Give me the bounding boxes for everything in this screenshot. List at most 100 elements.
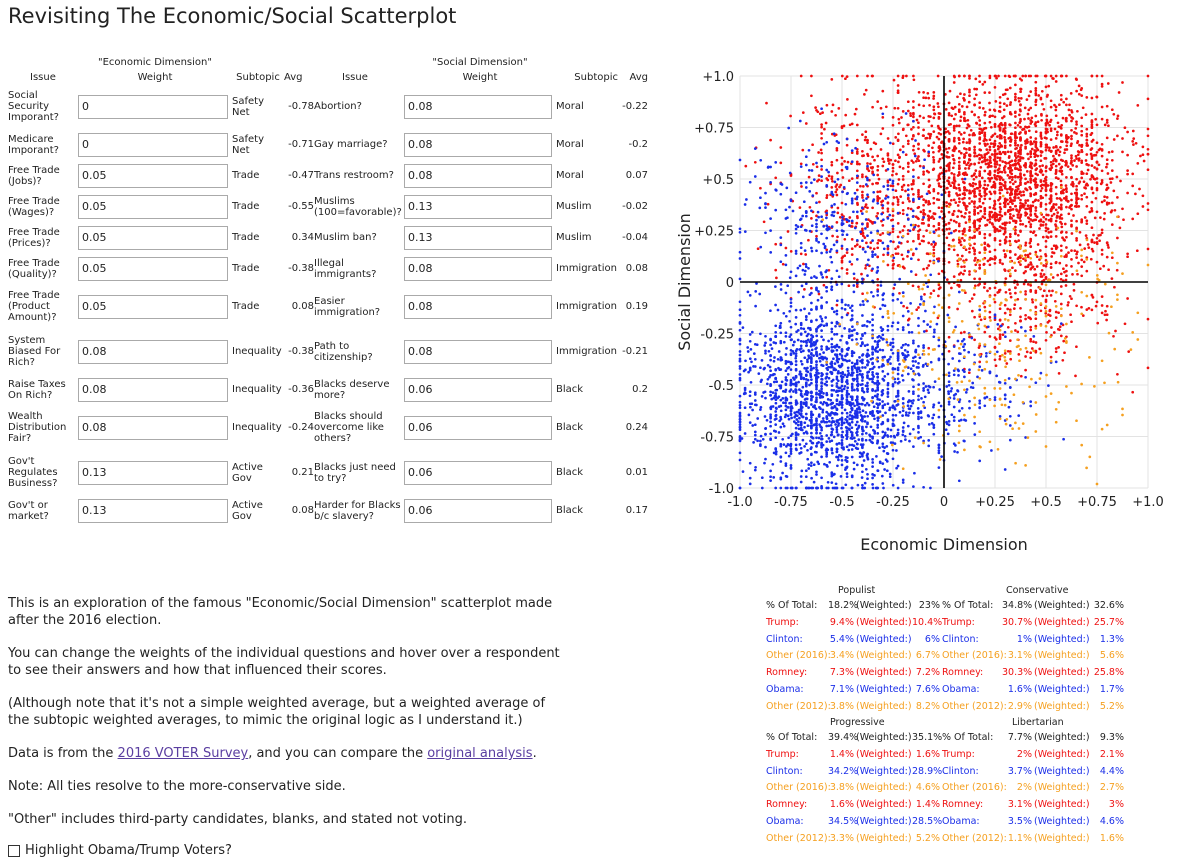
- respondent-point[interactable]: [784, 359, 788, 363]
- respondent-point[interactable]: [1060, 169, 1064, 173]
- respondent-point[interactable]: [1008, 339, 1012, 342]
- respondent-point[interactable]: [968, 94, 971, 98]
- respondent-point[interactable]: [958, 166, 961, 170]
- respondent-point[interactable]: [829, 398, 833, 402]
- respondent-point[interactable]: [748, 461, 752, 465]
- respondent-point[interactable]: [964, 258, 968, 262]
- respondent-point[interactable]: [948, 132, 951, 135]
- respondent-point[interactable]: [1009, 138, 1013, 142]
- respondent-point[interactable]: [967, 157, 971, 161]
- respondent-point[interactable]: [855, 407, 859, 411]
- respondent-point[interactable]: [953, 105, 957, 109]
- respondent-point[interactable]: [959, 243, 963, 247]
- respondent-point[interactable]: [1146, 247, 1150, 251]
- respondent-point[interactable]: [799, 252, 803, 256]
- respondent-point[interactable]: [1105, 165, 1108, 169]
- respondent-point[interactable]: [996, 135, 999, 138]
- respondent-point[interactable]: [952, 397, 956, 400]
- respondent-point[interactable]: [861, 402, 864, 406]
- respondent-point[interactable]: [778, 419, 782, 423]
- respondent-point[interactable]: [973, 220, 976, 224]
- respondent-point[interactable]: [1029, 210, 1033, 213]
- respondent-point[interactable]: [1008, 209, 1012, 212]
- respondent-point[interactable]: [1019, 103, 1022, 107]
- respondent-point[interactable]: [876, 469, 880, 472]
- respondent-point[interactable]: [983, 80, 987, 84]
- respondent-point[interactable]: [1049, 198, 1053, 202]
- respondent-point[interactable]: [906, 139, 910, 143]
- respondent-point[interactable]: [830, 427, 834, 431]
- respondent-point[interactable]: [861, 361, 864, 365]
- respondent-point[interactable]: [1134, 192, 1137, 196]
- respondent-point[interactable]: [906, 343, 910, 347]
- respondent-point[interactable]: [1024, 163, 1027, 167]
- respondent-point[interactable]: [744, 392, 747, 395]
- respondent-point[interactable]: [968, 218, 971, 221]
- respondent-point[interactable]: [858, 369, 862, 373]
- respondent-point[interactable]: [1110, 177, 1114, 180]
- respondent-point[interactable]: [850, 486, 854, 490]
- respondent-point[interactable]: [825, 380, 829, 384]
- respondent-point[interactable]: [993, 255, 997, 258]
- respondent-point[interactable]: [768, 365, 772, 369]
- respondent-point[interactable]: [855, 401, 859, 405]
- respondent-point[interactable]: [970, 200, 974, 203]
- respondent-point[interactable]: [1003, 201, 1007, 205]
- respondent-point[interactable]: [988, 233, 992, 236]
- respondent-point[interactable]: [1059, 127, 1063, 130]
- respondent-point[interactable]: [932, 289, 936, 293]
- respondent-point[interactable]: [889, 355, 892, 359]
- respondent-point[interactable]: [1014, 225, 1017, 229]
- respondent-point[interactable]: [840, 364, 844, 367]
- respondent-point[interactable]: [807, 312, 811, 315]
- respondent-point[interactable]: [908, 411, 911, 415]
- respondent-point[interactable]: [964, 167, 967, 170]
- respondent-point[interactable]: [794, 401, 798, 404]
- respondent-point[interactable]: [806, 338, 810, 342]
- respondent-point[interactable]: [1034, 177, 1037, 180]
- respondent-point[interactable]: [1016, 155, 1020, 158]
- respondent-point[interactable]: [855, 373, 859, 377]
- respondent-point[interactable]: [866, 154, 870, 158]
- respondent-point[interactable]: [806, 358, 809, 362]
- respondent-point[interactable]: [908, 439, 911, 443]
- respondent-point[interactable]: [871, 105, 874, 109]
- respondent-point[interactable]: [884, 458, 888, 462]
- respondent-point[interactable]: [963, 188, 966, 192]
- respondent-point[interactable]: [775, 276, 778, 280]
- respondent-point[interactable]: [820, 476, 823, 480]
- respondent-point[interactable]: [910, 137, 914, 141]
- respondent-point[interactable]: [909, 207, 913, 211]
- respondent-point[interactable]: [978, 172, 982, 176]
- respondent-point[interactable]: [1054, 203, 1058, 206]
- respondent-point[interactable]: [769, 354, 772, 357]
- respondent-point[interactable]: [810, 391, 813, 394]
- weight-input[interactable]: [78, 225, 228, 250]
- respondent-point[interactable]: [831, 234, 834, 238]
- respondent-point[interactable]: [998, 210, 1002, 214]
- respondent-point[interactable]: [855, 433, 859, 437]
- respondent-point[interactable]: [988, 115, 992, 119]
- respondent-point[interactable]: [912, 74, 915, 78]
- respondent-point[interactable]: [794, 354, 798, 358]
- respondent-point[interactable]: [1090, 126, 1094, 130]
- respondent-point[interactable]: [843, 327, 846, 330]
- respondent-point[interactable]: [859, 344, 863, 348]
- respondent-point[interactable]: [786, 230, 790, 233]
- respondent-point[interactable]: [1006, 97, 1010, 101]
- respondent-point[interactable]: [914, 215, 918, 219]
- respondent-point[interactable]: [1010, 172, 1014, 176]
- respondent-point[interactable]: [965, 105, 969, 109]
- respondent-point[interactable]: [915, 308, 919, 312]
- respondent-point[interactable]: [775, 388, 779, 392]
- respondent-point[interactable]: [1046, 236, 1050, 239]
- respondent-point[interactable]: [866, 421, 869, 425]
- respondent-point[interactable]: [779, 415, 782, 419]
- respondent-point[interactable]: [961, 140, 965, 144]
- respondent-point[interactable]: [964, 221, 968, 224]
- respondent-point[interactable]: [1078, 143, 1081, 147]
- respondent-point[interactable]: [898, 230, 902, 234]
- respondent-point[interactable]: [947, 306, 951, 309]
- respondent-point[interactable]: [1029, 263, 1033, 266]
- respondent-point[interactable]: [810, 217, 813, 220]
